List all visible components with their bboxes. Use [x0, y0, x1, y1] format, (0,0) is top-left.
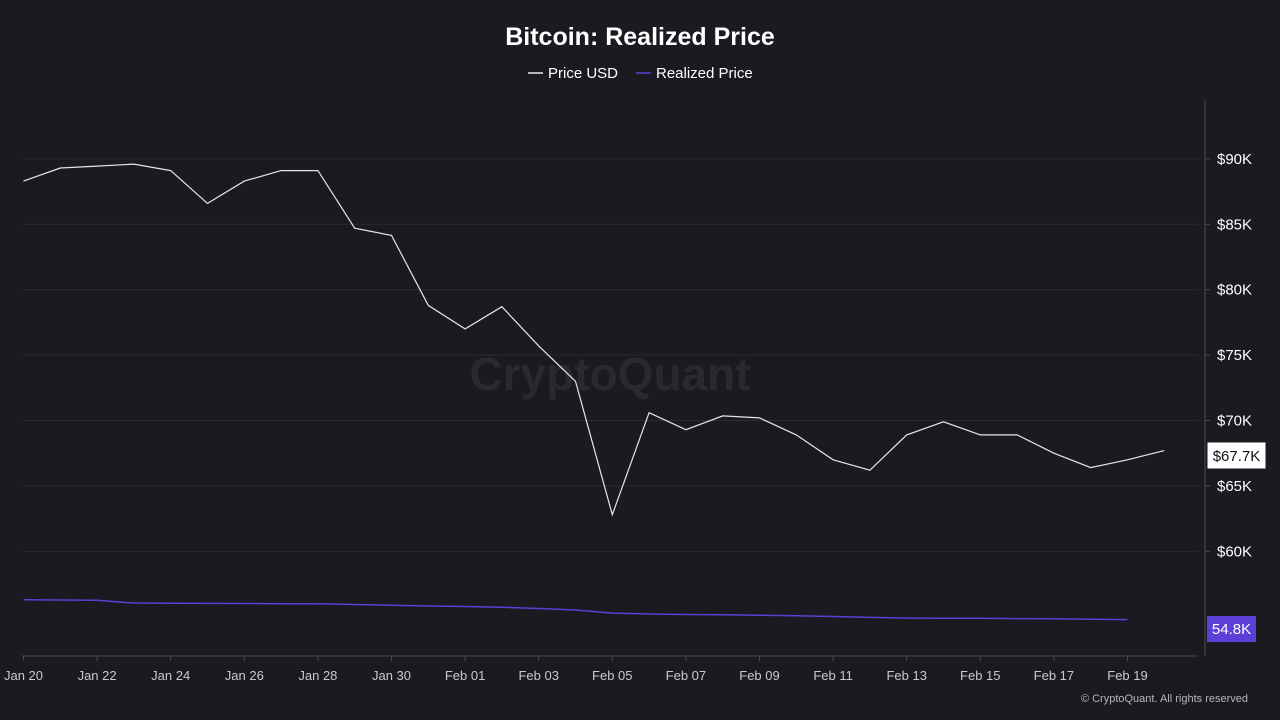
x-tick-label: Feb 01	[445, 668, 485, 683]
x-tick-label: Feb 19	[1107, 668, 1147, 683]
y-tick-label: $80K	[1217, 282, 1252, 299]
copyright-text: © CryptoQuant. All rights reserved	[1081, 693, 1248, 705]
last-value-badge-price-usd: $67.7K	[1206, 441, 1267, 470]
x-tick-label: Feb 07	[666, 668, 706, 683]
x-tick-label: Jan 20	[4, 668, 43, 683]
x-tick-label: Feb 17	[1034, 668, 1074, 683]
x-tick-label: Jan 22	[78, 668, 117, 683]
y-tick-label: $75K	[1217, 347, 1252, 364]
x-tick-label: Feb 05	[592, 668, 632, 683]
gridlines	[22, 158, 1198, 552]
y-tick-label: $60K	[1217, 543, 1252, 560]
x-tick-label: Jan 28	[298, 668, 337, 683]
chart-title: Bitcoin: Realized Price	[505, 23, 775, 51]
last-value-badge-price-usd-bg	[1206, 441, 1267, 470]
legend-label-price-usd[interactable]: Price USD	[548, 65, 618, 82]
x-tick-label: Feb 03	[518, 668, 558, 683]
x-axis-ticks: Jan 20 Jan 22 Jan 24 Jan 26 Jan 28 Jan 30 Feb …	[4, 656, 1148, 683]
y-tick-label: $70K	[1217, 413, 1252, 430]
watermark-logo: CryptoQuant	[469, 348, 750, 400]
series-line-realized-price[interactable]	[23, 598, 1128, 621]
y-axis-ticks: $60K $65K $70K $75K $80K $85K $90K	[1205, 151, 1252, 560]
legend[interactable]: Price USD Realized Price	[528, 65, 753, 82]
x-tick-label: Jan 30	[372, 668, 411, 683]
last-value-label-price-usd: $67.7K	[1213, 448, 1261, 465]
y-tick-label: $65K	[1217, 478, 1252, 495]
legend-label-realized-price[interactable]: Realized Price	[656, 65, 753, 82]
y-tick-label: $85K	[1217, 216, 1252, 233]
x-tick-label: Feb 11	[813, 668, 853, 683]
last-value-badge-realized-price-bg	[1207, 616, 1256, 642]
x-tick-label: Feb 09	[739, 668, 779, 683]
series-line-price-usd[interactable]	[23, 163, 1165, 517]
x-tick-label: Feb 13	[886, 668, 926, 683]
last-value-label-realized-price: 54.8K	[1212, 621, 1251, 638]
y-tick-label: $90K	[1217, 151, 1252, 168]
x-tick-label: Feb 15	[960, 668, 1000, 683]
last-value-badge-realized-price: 54.8K	[1207, 616, 1256, 642]
x-tick-label: Jan 24	[151, 668, 190, 683]
x-tick-label: Jan 26	[225, 668, 264, 683]
